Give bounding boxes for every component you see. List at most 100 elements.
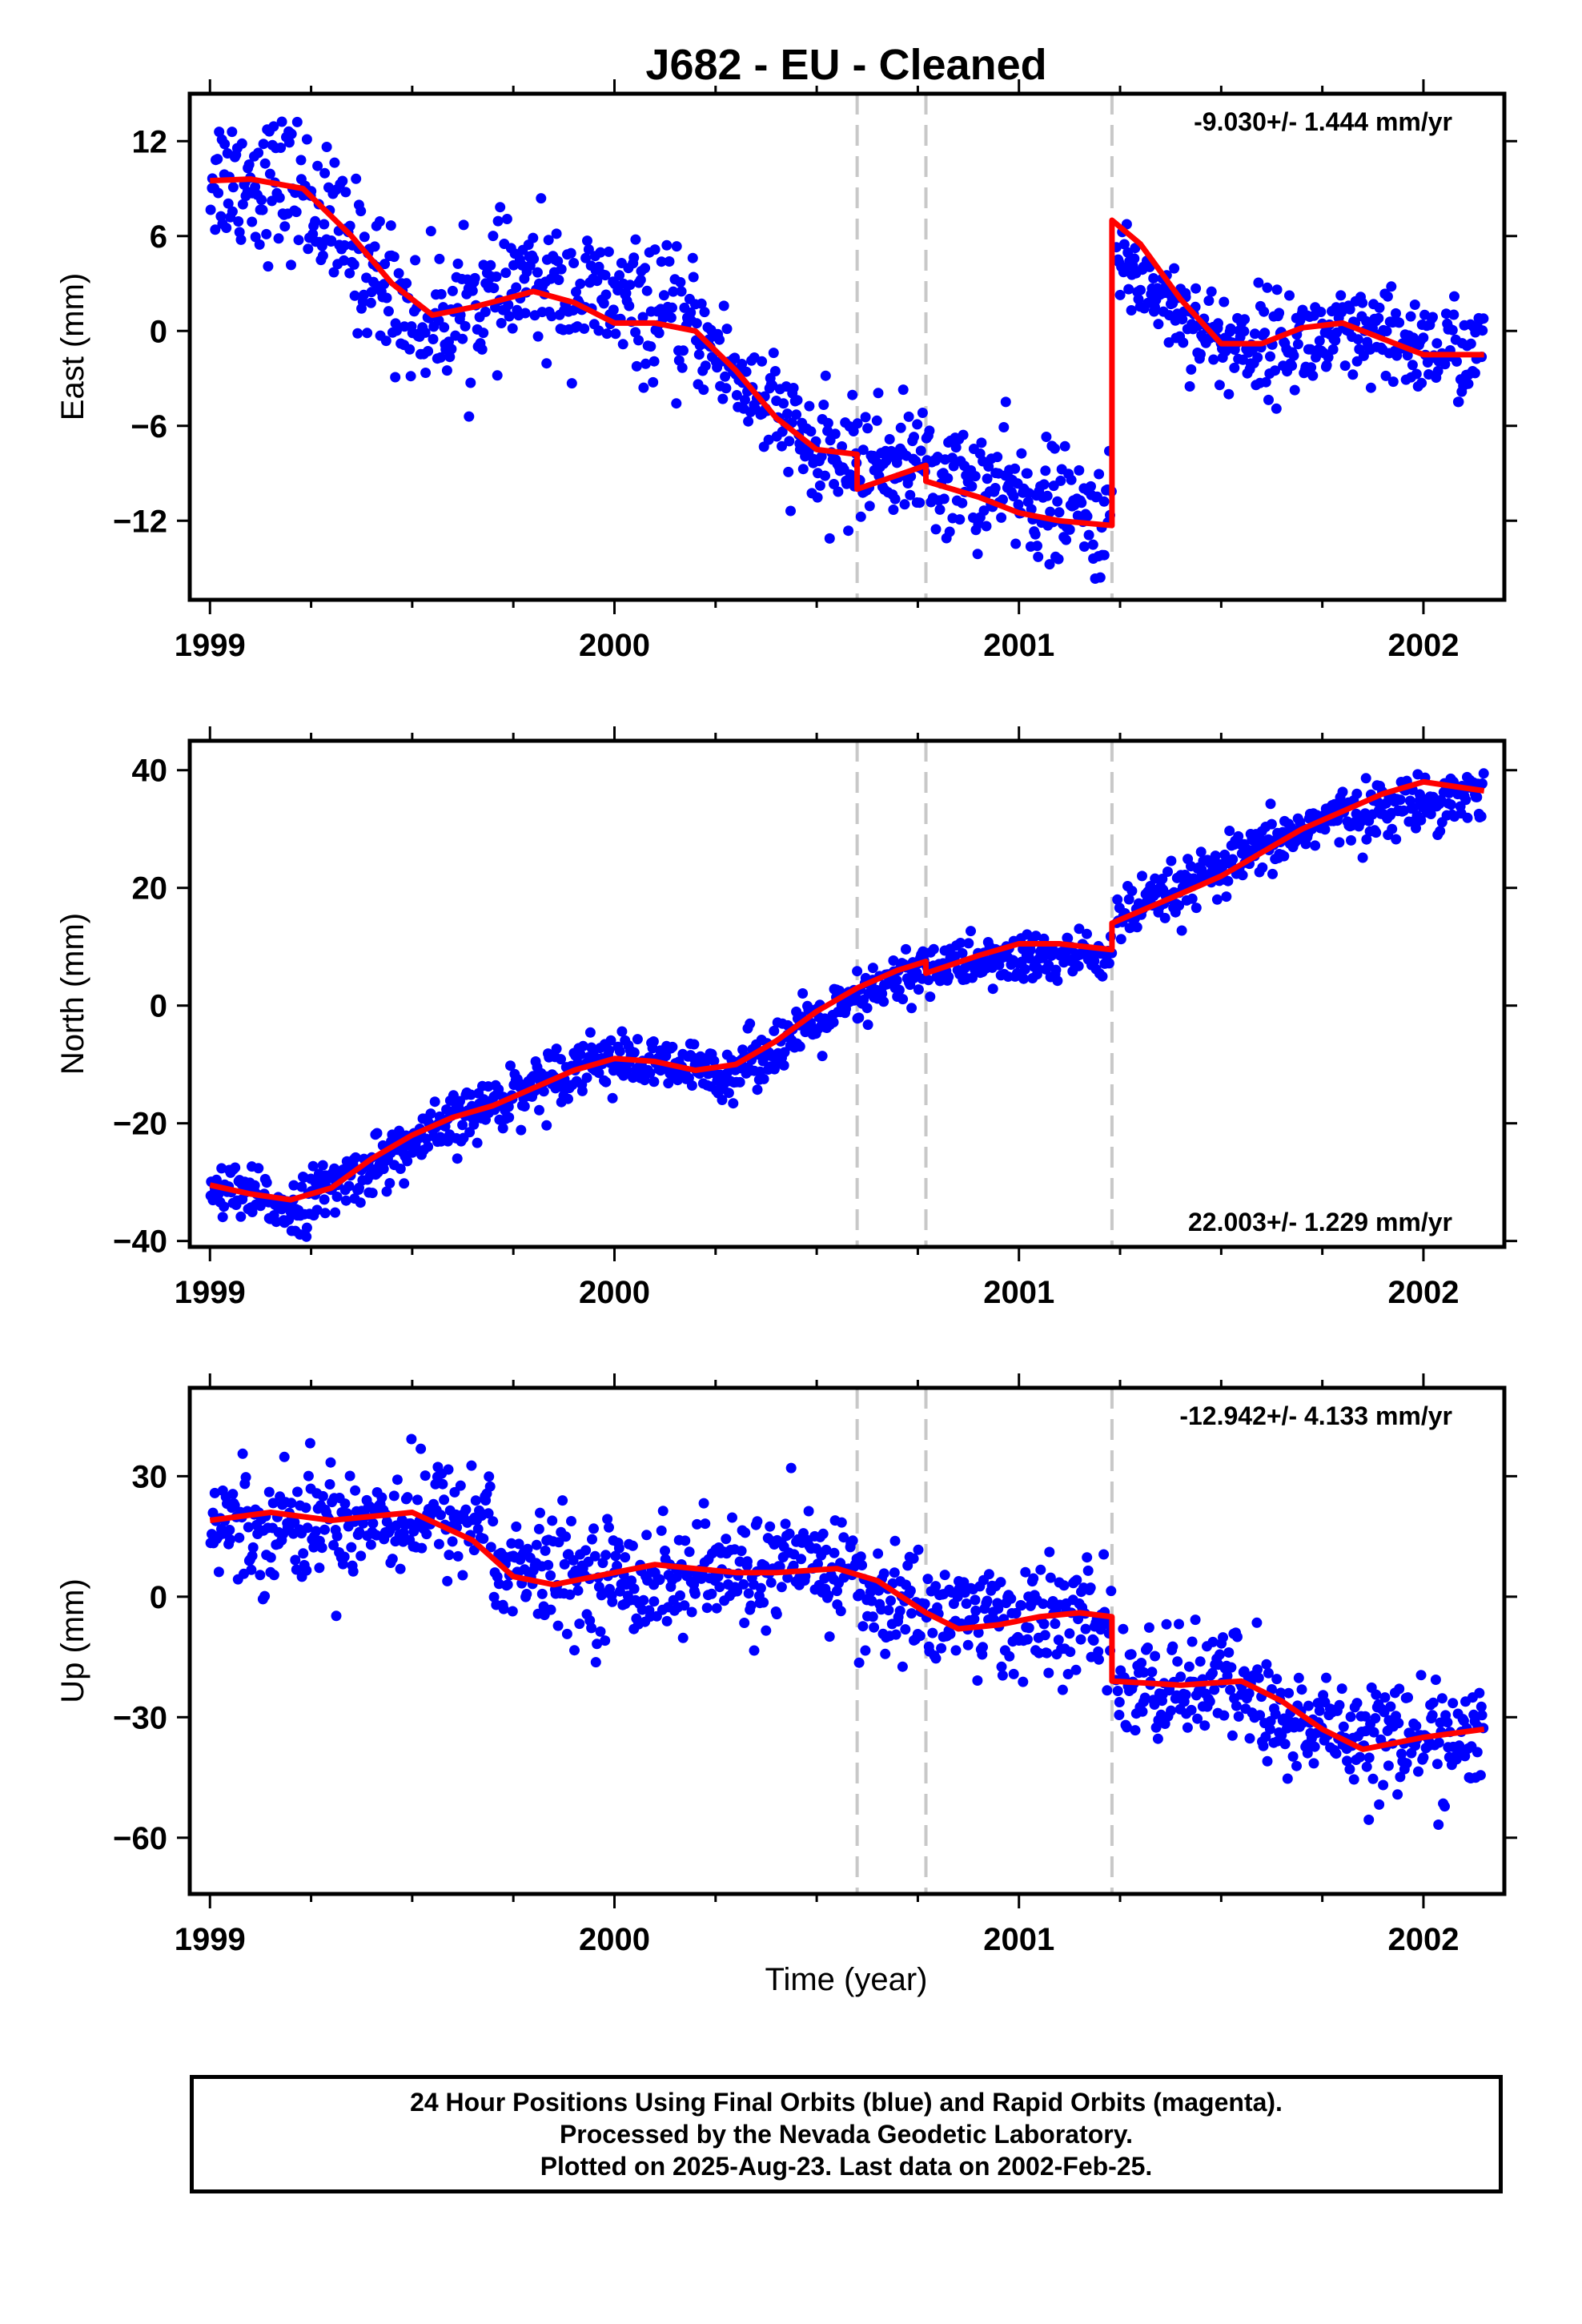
data-point xyxy=(628,1047,640,1058)
data-point xyxy=(435,352,446,363)
data-point xyxy=(1055,475,1066,486)
data-point xyxy=(1078,541,1090,552)
data-point xyxy=(1016,1600,1027,1611)
data-point xyxy=(1180,1689,1191,1700)
data-point xyxy=(1447,1698,1459,1709)
data-point xyxy=(503,1101,514,1112)
data-point xyxy=(439,322,450,333)
east-plot-area xyxy=(205,94,1489,600)
data-point xyxy=(219,1201,230,1212)
data-point xyxy=(855,511,866,522)
data-point xyxy=(1082,1565,1094,1576)
data-point xyxy=(1106,1586,1117,1597)
data-point xyxy=(1087,539,1098,550)
data-point xyxy=(566,1516,576,1526)
data-point xyxy=(1195,348,1206,360)
data-point xyxy=(552,1620,564,1631)
data-point xyxy=(857,1560,868,1570)
data-point xyxy=(1038,479,1050,490)
data-point xyxy=(367,1518,379,1529)
data-point xyxy=(1219,1710,1230,1721)
data-point xyxy=(864,501,875,512)
data-point xyxy=(817,1528,829,1539)
data-point xyxy=(665,312,677,324)
data-point xyxy=(976,437,987,448)
y-tick-label: 0 xyxy=(150,1580,167,1615)
y-tick-label: −60 xyxy=(113,1821,167,1856)
data-point xyxy=(1044,1546,1055,1558)
data-point xyxy=(452,1153,463,1164)
data-point xyxy=(1252,1664,1263,1675)
data-point xyxy=(667,302,677,313)
data-point xyxy=(1263,1667,1274,1679)
data-point xyxy=(217,1212,228,1223)
data-point xyxy=(439,1494,450,1506)
data-point xyxy=(1083,529,1094,541)
data-point xyxy=(1392,1789,1403,1800)
data-point xyxy=(401,278,412,289)
up-frame xyxy=(187,1385,1507,1896)
data-point xyxy=(1184,381,1195,392)
data-point xyxy=(496,318,507,328)
data-point xyxy=(1365,382,1376,393)
data-point xyxy=(425,226,436,237)
data-point xyxy=(1439,1801,1450,1812)
data-point xyxy=(1030,931,1042,942)
data-point xyxy=(348,259,359,270)
data-point xyxy=(1279,1739,1291,1750)
data-point xyxy=(1293,1672,1304,1683)
data-point xyxy=(384,1178,396,1188)
data-point xyxy=(833,486,844,497)
data-point xyxy=(502,1579,513,1590)
east-panel: 1999 2000 2001 2002 −12 −6 0 6 12 East (mm) -9.030… xyxy=(55,79,1517,663)
data-point xyxy=(667,1041,678,1052)
data-point xyxy=(998,422,1010,432)
data-point xyxy=(1238,354,1248,365)
data-point xyxy=(1043,1667,1054,1679)
data-point xyxy=(783,466,794,477)
data-point xyxy=(905,1585,916,1596)
model-fit-line xyxy=(209,1510,1485,1752)
data-point xyxy=(1123,283,1134,295)
data-point xyxy=(930,1653,942,1664)
data-point xyxy=(498,1603,509,1614)
data-point xyxy=(344,1470,355,1482)
data-point xyxy=(785,505,796,517)
data-point xyxy=(1044,559,1055,570)
data-point xyxy=(928,943,939,955)
data-point xyxy=(1062,1669,1074,1679)
data-point xyxy=(1383,1760,1394,1771)
data-point xyxy=(485,259,496,271)
data-point xyxy=(897,384,909,396)
data-point xyxy=(987,983,998,995)
data-point xyxy=(1371,827,1382,838)
data-point xyxy=(421,1529,432,1540)
data-point xyxy=(686,1606,697,1618)
data-point xyxy=(698,1498,709,1509)
data-point xyxy=(873,1585,885,1596)
x-tick-label: 1999 xyxy=(175,628,246,663)
data-point xyxy=(467,285,478,296)
data-point xyxy=(1004,1651,1015,1662)
data-point xyxy=(1462,812,1473,823)
data-point xyxy=(495,202,506,213)
data-point xyxy=(339,1551,350,1562)
data-point xyxy=(1342,1755,1352,1767)
data-point xyxy=(1391,834,1402,845)
data-point xyxy=(465,377,476,388)
data-point xyxy=(678,345,689,356)
data-point xyxy=(688,271,699,283)
data-point xyxy=(1415,1670,1427,1681)
data-point xyxy=(492,370,503,381)
data-point xyxy=(1358,350,1369,361)
data-point xyxy=(1080,1623,1091,1634)
data-point xyxy=(516,1124,527,1136)
data-point xyxy=(785,1462,797,1474)
data-point xyxy=(855,1551,866,1562)
data-point xyxy=(213,1566,224,1578)
data-point xyxy=(654,1574,665,1585)
data-point xyxy=(545,1604,556,1615)
data-point xyxy=(460,1504,472,1515)
data-point xyxy=(352,328,363,339)
data-point xyxy=(607,1092,618,1104)
